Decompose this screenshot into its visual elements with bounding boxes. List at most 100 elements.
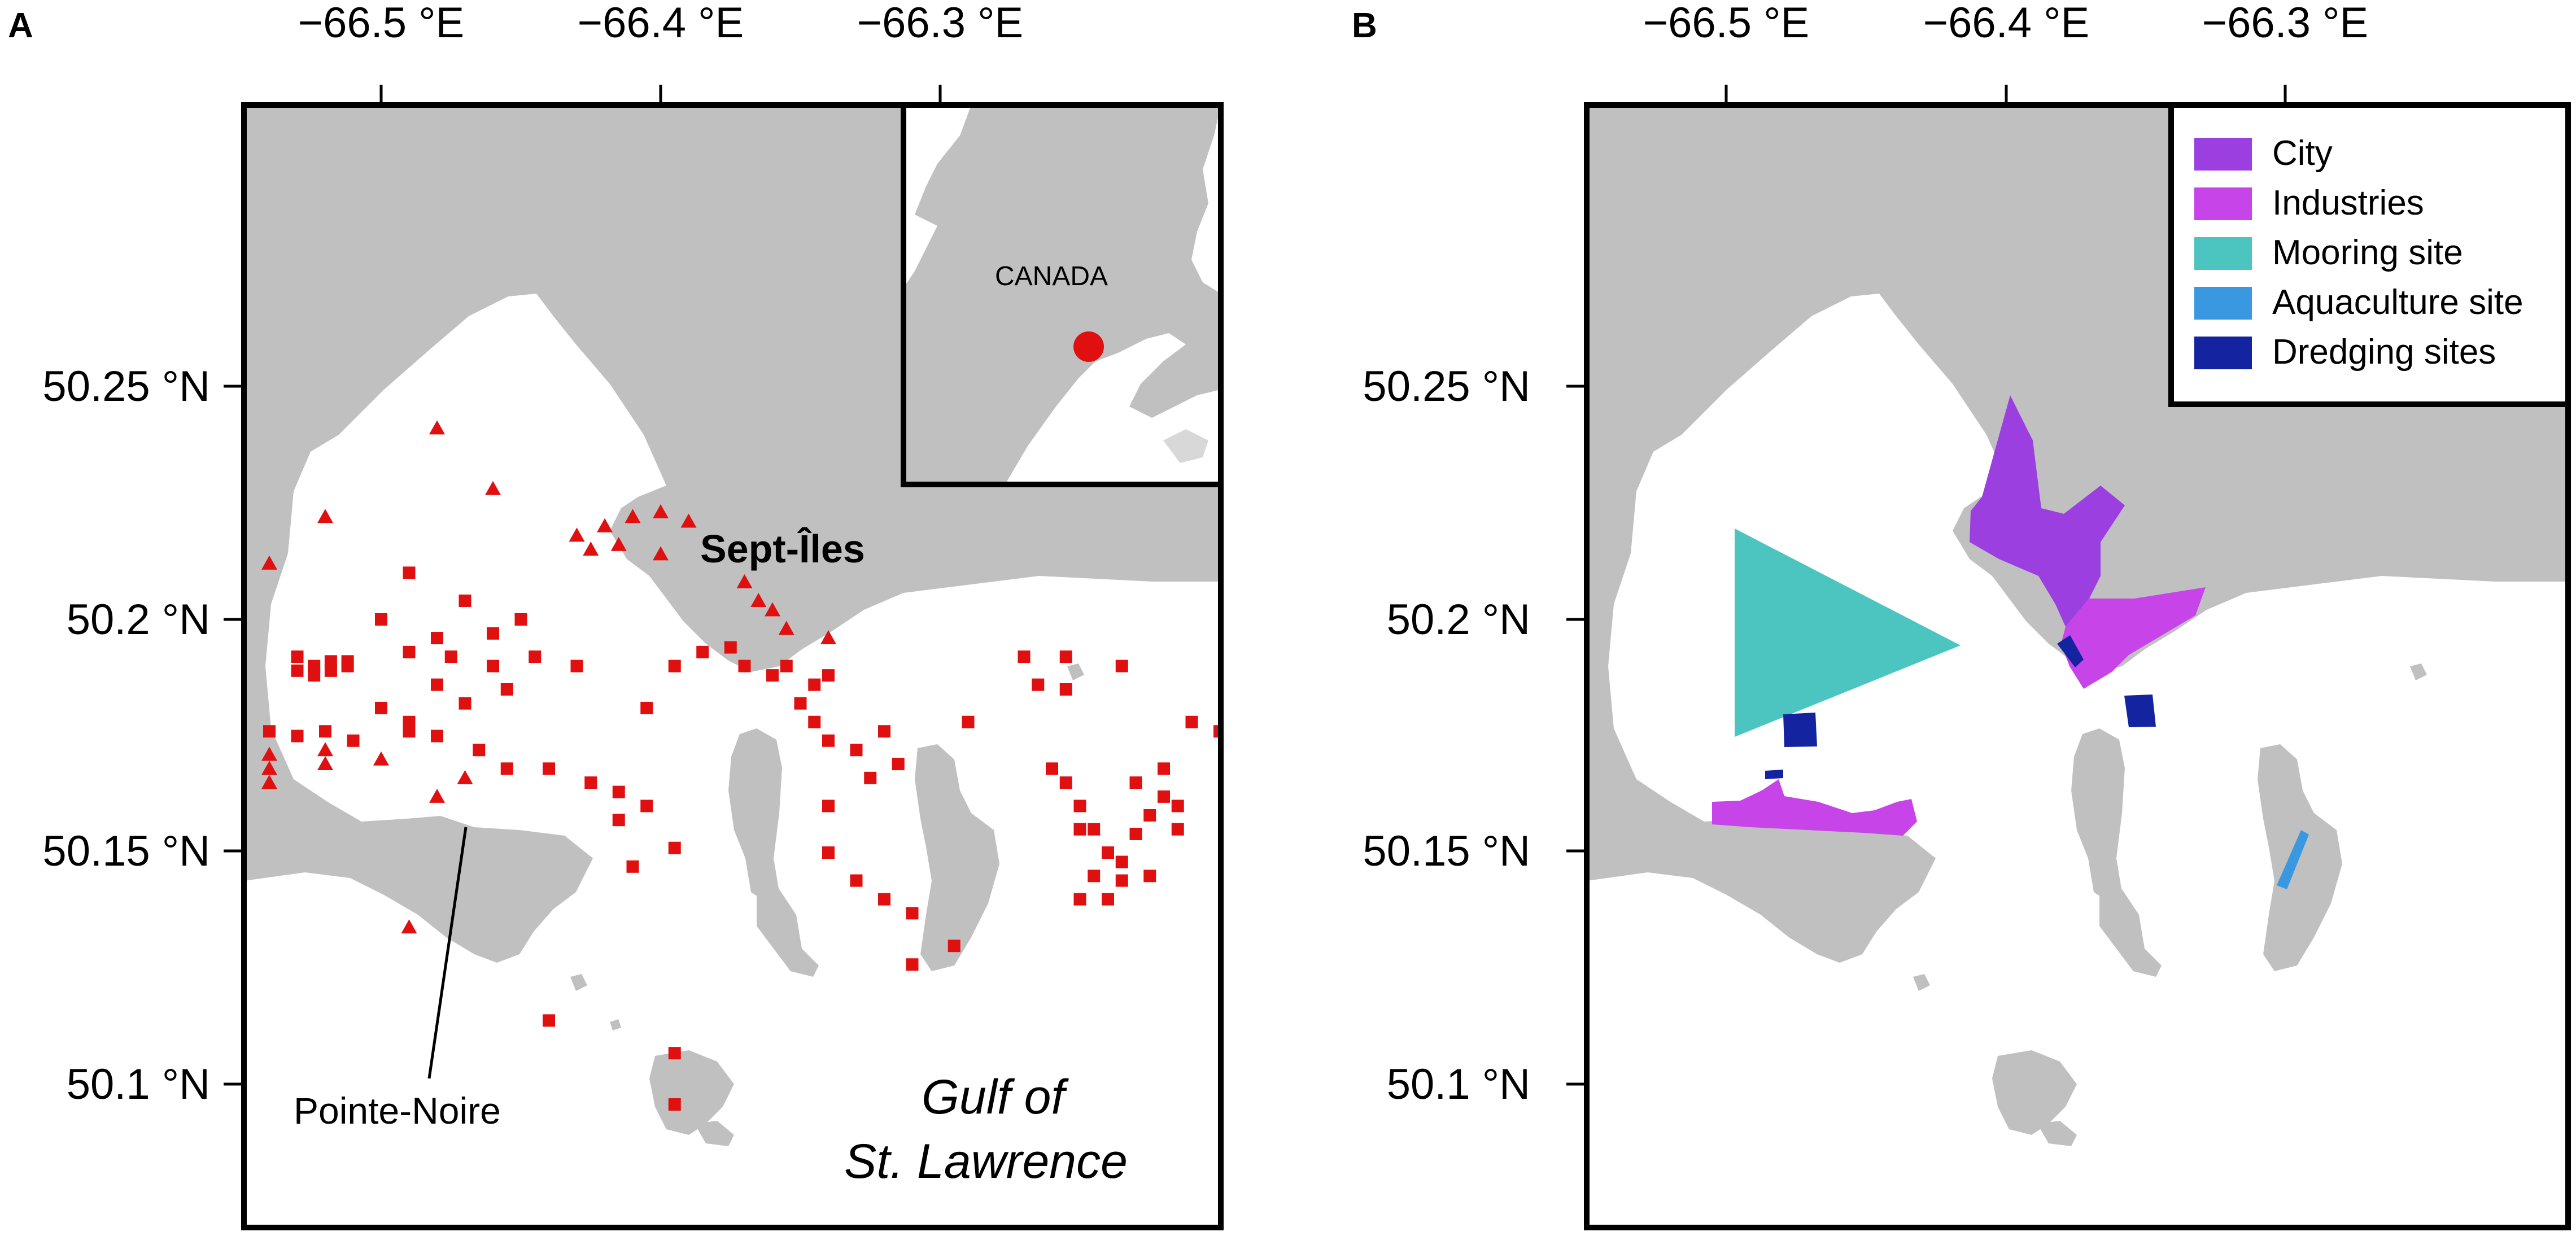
industries-zone-north [2061,587,2206,689]
station-square-marker [500,762,513,775]
legend-label: Mooring site [2272,233,2463,272]
station-square-marker [291,664,304,677]
station-square-marker [459,697,471,710]
station-triangle-marker [261,555,277,570]
station-triangle-marker [778,621,794,635]
station-square-marker [487,627,499,640]
panel-b-x-tick-label: −66.4 °E [1923,0,2090,47]
station-square-marker [324,664,337,677]
station-square-marker [543,762,555,775]
station-square-marker [612,785,625,798]
legend-label: Dredging sites [2272,333,2496,372]
station-triangle-marker [653,504,669,519]
panel-a-island-7 [1067,663,1084,680]
station-triangle-marker [261,775,277,789]
station-square-marker [1129,776,1142,789]
panel-a-island-6 [570,974,587,991]
inset-st-lawrence [1005,333,1221,484]
legend-label: City [2272,134,2333,173]
station-square-marker [1059,683,1072,696]
panel-b-island-3 [2258,744,2342,971]
station-square-marker [1115,660,1128,672]
panel-a-island-5 [695,1121,734,1146]
station-triangle-marker [429,788,445,803]
legend: City Industries Mooring site Aquaculture si… [2168,102,2571,407]
industries-zone-south [1712,779,1917,836]
station-square-marker [1102,846,1114,859]
station-square-marker [263,725,276,738]
station-triangle-marker [569,527,585,542]
legend-swatch [2194,187,2252,220]
station-triangle-marker [261,761,277,775]
station-square-marker [403,645,416,658]
station-square-marker [1102,893,1114,906]
station-square-marker [431,730,443,743]
panel-b-island-5 [2037,1121,2077,1146]
pointe-noire-leader-line [427,827,468,1079]
panel-a-frame [241,102,1224,1230]
station-square-marker [500,683,513,696]
station-triangle-marker [429,420,445,435]
station-triangle-marker [583,541,599,556]
aquaculture-site-zone [2277,830,2309,889]
station-triangle-marker [610,536,627,551]
panel-b-frame [1584,102,2571,1230]
dredging-site-4 [1765,770,1783,779]
station-triangle-marker [261,746,277,761]
station-square-marker [487,660,499,672]
dredging-site-3 [2057,635,2084,667]
station-square-marker [780,660,793,672]
panel-b-island-2 [2099,889,2162,977]
inset-canada-label: CANADA [995,261,1108,291]
station-triangle-marker [597,518,613,532]
station-square-marker [1073,823,1086,836]
station-triangle-marker [317,742,333,757]
station-square-marker [529,650,542,663]
inset-atlantic-island [1163,429,1208,463]
station-square-marker [291,650,304,663]
station-square-marker [1171,800,1184,813]
station-square-marker [1059,650,1072,663]
station-triangle-marker [750,592,767,607]
legend-items: City Industries Mooring site Aquaculture si… [2194,134,2523,372]
station-square-marker [878,725,890,738]
panel-a-y-tick-label: 50.15 °N [42,827,210,875]
station-square-marker [1143,870,1156,883]
dredging-site-2 [2124,695,2156,727]
station-square-marker [668,660,681,672]
station-square-marker [808,715,821,728]
panel-a-island-4 [649,1050,734,1135]
gulf-label-line-2: St. Lawrence [844,1134,1128,1189]
station-square-marker [878,893,890,906]
station-square-marker [308,660,321,672]
legend-label: Aquaculture site [2272,283,2523,322]
panel-b-letter: B [1352,6,1377,45]
station-triangle-marker [765,602,780,617]
station-triangle-marker [317,756,333,771]
station-square-marker [808,678,821,691]
station-square-marker [1073,800,1086,813]
station-triangle-marker [401,919,417,934]
station-square-marker [308,669,321,682]
inset-map: CANADA [901,102,1224,487]
inset-labrador-coast [1191,105,1221,294]
station-square-marker [822,734,835,747]
dredging-site-1 [1783,713,1817,747]
panel-a-y-tick-label: 50.2 °N [67,596,210,644]
station-triangle-marker [317,509,333,523]
station-square-marker [906,907,919,920]
station-square-marker [291,730,304,743]
panel-a-island-1 [728,728,782,903]
station-square-marker [431,678,443,691]
station-triangle-marker [373,751,389,766]
panel-b-y-tick-label: 50.25 °N [1363,362,1530,410]
station-square-marker [1129,827,1142,840]
panel-a-y-tick-label: 50.1 °N [67,1060,210,1108]
station-triangle-marker [206,686,221,700]
station-square-marker [1059,776,1072,789]
station-square-marker [766,669,779,682]
pointe-noire-label: Pointe-Noire [294,1090,501,1132]
station-square-marker [431,632,443,645]
station-square-marker [850,744,863,757]
